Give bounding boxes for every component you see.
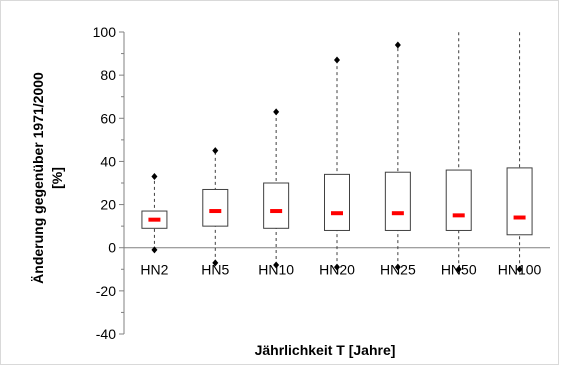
box-HN10 (263, 108, 290, 269)
x-tick-label: HN50 (441, 262, 477, 278)
box-HN5 (202, 147, 229, 267)
y-tick-label: 20 (100, 197, 116, 213)
y-tick-label: -20 (96, 283, 116, 299)
y-tick-label: -40 (96, 326, 116, 342)
box-HN50 (445, 32, 472, 273)
iqr-box (263, 182, 290, 229)
min-marker (212, 259, 219, 267)
box-HN25 (384, 41, 411, 271)
y-tick-label: 60 (100, 110, 116, 126)
y-axis-title-line2: [%] (49, 167, 65, 189)
min-marker (394, 263, 401, 271)
y-axis: -40 -20 0 20 40 60 80 100 (93, 24, 125, 342)
box-HN100 (506, 32, 533, 273)
y-tick-label: 40 (100, 153, 116, 169)
iqr-box (445, 169, 472, 231)
y-axis-title-line1: Änderung gegenüber 1971/2000 (30, 72, 46, 284)
iqr-box (384, 171, 411, 231)
min-marker (334, 263, 340, 271)
min-marker (273, 261, 280, 269)
max-marker (273, 108, 280, 116)
y-tick-label: 100 (93, 24, 117, 40)
max-marker (394, 41, 401, 49)
x-tick-label: HN10 (258, 262, 294, 278)
y-tick-label: 0 (108, 240, 116, 256)
x-axis-title: Jährlichkeit T [Jahre] (255, 342, 396, 358)
x-tick-label: HN5 (201, 262, 229, 278)
iqr-box (324, 173, 350, 231)
x-tick-label: HN25 (380, 262, 416, 278)
min-marker (455, 265, 462, 273)
iqr-box (506, 167, 533, 236)
max-marker (151, 173, 158, 181)
max-marker (334, 56, 340, 64)
iqr-box (202, 188, 229, 227)
min-marker (151, 246, 158, 254)
max-marker (212, 147, 219, 155)
min-marker (516, 265, 523, 273)
x-tick-label: HN100 (498, 262, 542, 278)
box-series (141, 32, 533, 273)
x-tick-label: HN2 (140, 262, 168, 278)
x-tick-label: HN20 (319, 262, 355, 278)
x-tick-labels: HN2 HN5 HN10 HN20 HN25 HN50 HN100 (140, 262, 541, 278)
y-tick-label: 80 (100, 67, 116, 83)
box-HN2 (141, 173, 168, 254)
box-HN20 (324, 56, 350, 271)
